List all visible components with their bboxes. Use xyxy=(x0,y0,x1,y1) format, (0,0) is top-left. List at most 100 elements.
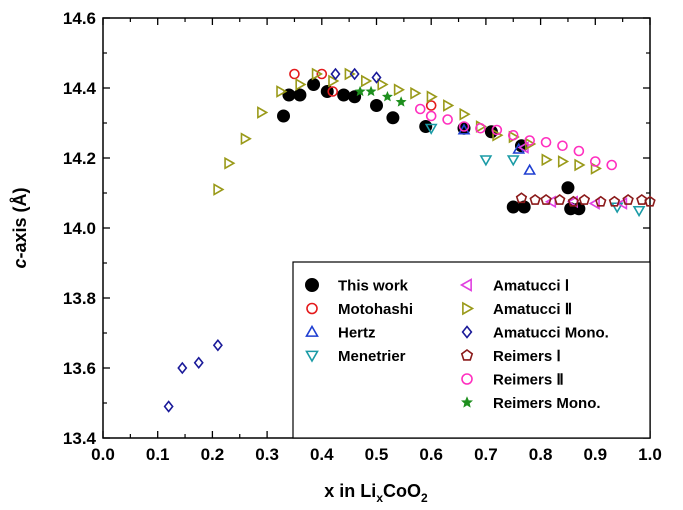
data-point xyxy=(567,195,580,207)
data-point xyxy=(224,156,236,170)
x-tick-label: 0.7 xyxy=(474,445,498,464)
data-point xyxy=(163,400,174,413)
data-point xyxy=(458,121,470,132)
data-point xyxy=(529,194,541,205)
data-point xyxy=(361,74,373,88)
data-point xyxy=(632,205,646,218)
data-point xyxy=(606,159,618,171)
data-point xyxy=(381,90,393,102)
legend-marker xyxy=(462,301,475,316)
data-point xyxy=(492,128,504,142)
y-tick-label: 14.4 xyxy=(63,79,97,98)
data-point xyxy=(277,109,291,123)
data-point xyxy=(257,106,269,119)
data-point xyxy=(328,74,340,88)
data-point xyxy=(573,145,585,157)
data-point xyxy=(475,122,486,134)
data-point xyxy=(540,136,552,148)
legend-marker xyxy=(305,350,319,363)
x-tick-label: 0.3 xyxy=(255,445,279,464)
x-tick-label: 0.9 xyxy=(583,445,607,464)
legend-marker xyxy=(459,278,472,292)
legend-label: Amatucci Mono. xyxy=(493,325,609,342)
data-point xyxy=(425,110,437,122)
legend-marker xyxy=(306,302,318,315)
data-point xyxy=(365,85,377,97)
data-point xyxy=(425,100,437,111)
x-tick-label: 0.1 xyxy=(146,445,170,464)
x-tick-label: 0.6 xyxy=(419,445,443,464)
data-point xyxy=(414,103,426,115)
data-point xyxy=(337,88,351,102)
legend: This work Motohashi Hertz Menetrier Amatucci… xyxy=(292,261,651,439)
data-point xyxy=(574,158,586,172)
legend-marker xyxy=(460,349,474,361)
series-reimers xyxy=(414,103,618,171)
data-point xyxy=(588,197,600,210)
data-point xyxy=(457,123,471,135)
data-point xyxy=(276,85,288,98)
data-point xyxy=(608,195,621,207)
x-tick-label: 0.0 xyxy=(91,445,115,464)
data-point xyxy=(320,85,334,98)
data-point xyxy=(393,83,405,97)
data-point xyxy=(578,194,591,205)
legend-label: Motohashi xyxy=(338,301,413,318)
data-point xyxy=(293,88,307,102)
x-tick-label: 0.4 xyxy=(310,445,334,464)
legend-marker xyxy=(461,325,473,339)
legend-label: Amatucci Ⅰ xyxy=(493,278,569,295)
data-point xyxy=(370,99,383,112)
legend-marker xyxy=(305,324,319,337)
series-reimers-mono xyxy=(354,85,407,107)
legend-label: Amatucci Ⅱ xyxy=(493,301,572,318)
x-tick-label: 0.8 xyxy=(529,445,553,464)
legend-label: Reimers Mono. xyxy=(493,395,601,412)
data-point xyxy=(327,86,339,97)
data-point xyxy=(484,125,498,139)
legend-label: This work xyxy=(338,278,409,295)
data-point xyxy=(479,155,493,167)
data-point xyxy=(295,78,307,91)
data-point xyxy=(442,114,453,125)
x-tick-label: 0.2 xyxy=(201,445,225,464)
data-point xyxy=(557,155,570,168)
data-point xyxy=(541,153,553,167)
data-point xyxy=(644,195,656,207)
legend-marker xyxy=(461,396,473,408)
y-tick-label: 13.6 xyxy=(63,359,96,378)
data-point xyxy=(515,192,528,204)
series-amatucci xyxy=(517,141,628,210)
series-amatucci-mono xyxy=(163,67,382,413)
data-point xyxy=(554,194,566,205)
y-tick-label: 13.4 xyxy=(63,429,97,448)
legend-label: Menetrier xyxy=(338,348,406,365)
data-markers xyxy=(163,67,656,413)
y-tick-label: 13.8 xyxy=(63,289,96,308)
data-point xyxy=(330,67,341,81)
series-amatucci xyxy=(213,67,602,196)
y-tick-label: 14.0 xyxy=(63,219,96,238)
x-tick-label: 1.0 xyxy=(638,445,662,464)
y-axis-title: c-axis (Å) xyxy=(10,187,30,268)
data-point xyxy=(371,71,382,84)
data-point xyxy=(344,67,356,81)
data-point xyxy=(636,194,648,205)
legend-label: Reimers Ⅱ xyxy=(493,372,564,389)
data-point xyxy=(443,99,455,112)
data-point xyxy=(177,361,188,375)
data-point xyxy=(193,356,204,370)
data-point xyxy=(622,194,634,205)
data-point xyxy=(386,111,400,125)
data-point xyxy=(595,195,607,207)
data-point xyxy=(212,338,223,352)
legend-label: Hertz xyxy=(338,325,376,342)
data-point xyxy=(213,183,225,196)
data-point xyxy=(240,132,252,146)
axes: 0.0 0.1 0.2 0.3 0.4 0.5 0.6 0.7 0.8 0.9 1.0 13.4 13.… xyxy=(63,9,662,464)
data-point xyxy=(354,85,366,97)
data-point xyxy=(424,123,438,135)
data-point xyxy=(561,181,575,195)
series-motohashi xyxy=(289,68,437,111)
legend-marker xyxy=(305,278,319,292)
